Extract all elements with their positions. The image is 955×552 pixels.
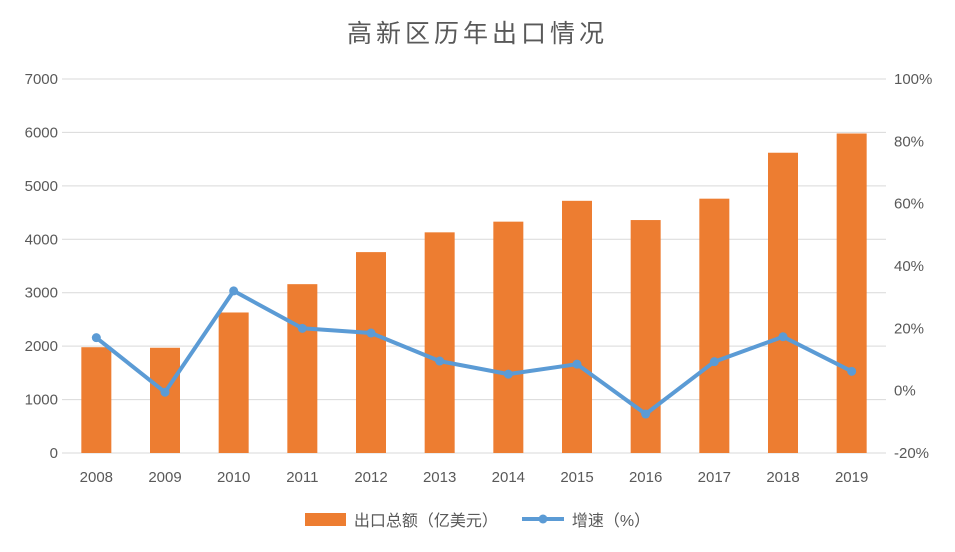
legend: 出口总额（亿美元） 增速（%） — [0, 507, 955, 531]
line-point-2009 — [160, 387, 170, 397]
legend-line-dot-icon — [538, 514, 548, 524]
x-axis-label-2019: 2019 — [835, 469, 868, 486]
legend-line-swatch-icon — [521, 514, 564, 524]
y-axis-left-label-1000: 1000 — [25, 392, 58, 409]
y-axis-right-label-60%: 60% — [894, 196, 924, 213]
x-axis-label-2009: 2009 — [148, 469, 181, 486]
bar-2018 — [768, 152, 798, 453]
line-point-2013 — [435, 356, 445, 366]
bar-2010 — [218, 312, 249, 453]
line-point-2016 — [641, 409, 651, 419]
x-axis-label-2014: 2014 — [492, 469, 525, 486]
y-axis-left-label-6000: 6000 — [25, 124, 58, 141]
x-axis-label-2018: 2018 — [766, 469, 799, 486]
bar-2017 — [699, 198, 730, 453]
bar-2011 — [287, 284, 318, 453]
x-axis-label-2015: 2015 — [560, 469, 593, 486]
y-axis-right-label--20%: -20% — [894, 445, 929, 462]
x-axis-label-2012: 2012 — [354, 469, 387, 486]
legend-growth-label: 增速（%） — [571, 513, 651, 530]
line-point-2015 — [572, 359, 582, 369]
line-point-2011 — [297, 323, 307, 333]
y-axis-left-label-0: 0 — [50, 445, 58, 462]
line-point-2017 — [709, 357, 719, 367]
line-point-2010 — [229, 286, 239, 296]
x-axis-label-2017: 2017 — [698, 469, 731, 486]
x-axis-label-2016: 2016 — [629, 469, 662, 486]
growth-line — [94, 288, 854, 416]
bar-2014 — [493, 221, 524, 453]
y-axis-left-label-4000: 4000 — [25, 231, 58, 248]
y-axis-right-label-100%: 100% — [894, 71, 932, 88]
bar-2019 — [836, 133, 867, 454]
line-point-2019 — [847, 366, 857, 376]
legend-bar-swatch-icon — [304, 512, 346, 526]
y-axis-right-label-0%: 0% — [894, 383, 916, 400]
bar-2008 — [81, 347, 112, 453]
y-axis-left-label-5000: 5000 — [25, 178, 58, 195]
bar-2012 — [356, 252, 386, 453]
y-axis-right-label-40%: 40% — [894, 258, 924, 275]
line-point-2014 — [503, 369, 513, 379]
x-axis-label-2008: 2008 — [80, 469, 113, 486]
bar-2009 — [150, 347, 180, 453]
bar-2013 — [424, 232, 455, 453]
line-point-2012 — [366, 328, 376, 338]
legend-item-exports[interactable]: 出口总额（亿美元） — [304, 507, 498, 531]
line-point-2018 — [778, 332, 788, 342]
y-axis-left-label-3000: 3000 — [25, 285, 58, 302]
legend-item-growth[interactable]: 增速（%） — [521, 507, 651, 531]
line-point-2008 — [91, 333, 101, 343]
y-axis-right-label-80%: 80% — [894, 133, 924, 150]
y-axis-left-label-7000: 7000 — [25, 71, 58, 88]
legend-exports-label: 出口总额（亿美元） — [353, 513, 498, 530]
x-axis-label-2011: 2011 — [286, 469, 318, 486]
y-axis-right-label-20%: 20% — [894, 320, 924, 337]
x-axis-label-2013: 2013 — [423, 469, 456, 486]
chart-title: 高新区历年出口情况 — [346, 20, 608, 48]
y-axis-left-label-2000: 2000 — [25, 338, 58, 355]
bar-2015 — [562, 200, 592, 453]
x-axis-label-2010: 2010 — [217, 469, 250, 486]
